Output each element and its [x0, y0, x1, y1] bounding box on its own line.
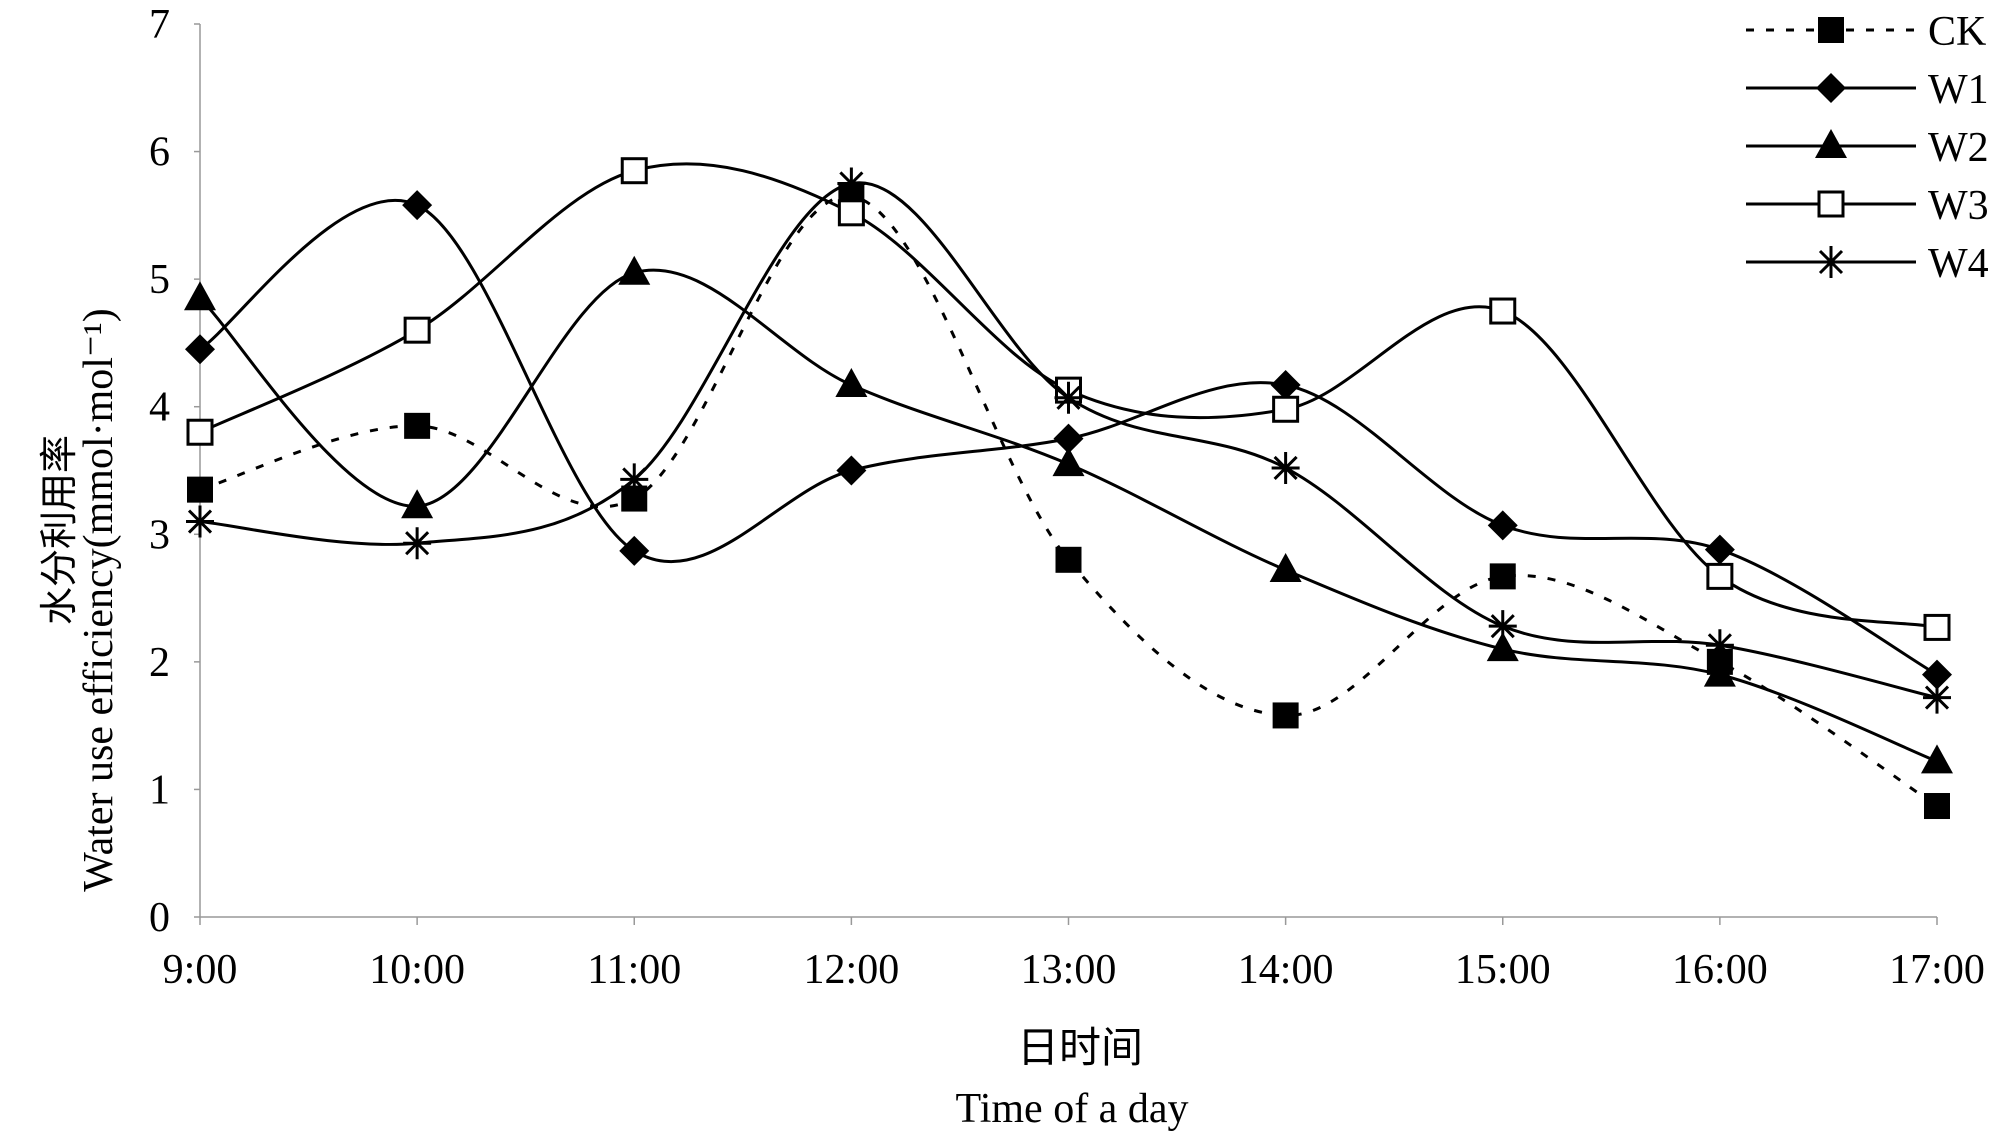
series-ck — [187, 183, 1950, 820]
data-point — [1053, 423, 1084, 454]
data-point — [619, 535, 650, 566]
x-tick-label: 11:00 — [587, 947, 681, 993]
data-point — [1704, 534, 1735, 565]
x-tick-label: 13:00 — [1021, 947, 1117, 993]
legend-item-w4: W4 — [1746, 241, 1989, 287]
y-axis-label: Water use efficiency(mmol·mol⁻¹) — [76, 308, 122, 891]
data-point — [1489, 297, 1517, 325]
x-tick-label: 10:00 — [369, 947, 465, 993]
data-point — [187, 476, 213, 503]
data-point — [1055, 546, 1082, 573]
legend-marker — [1816, 73, 1846, 103]
data-point — [186, 505, 214, 538]
data-point — [835, 368, 868, 398]
legend-label: W3 — [1928, 183, 1989, 229]
data-point — [836, 455, 867, 486]
data-point — [837, 199, 865, 227]
legend-label: W1 — [1928, 67, 1989, 113]
x-tick-label: 15:00 — [1455, 947, 1551, 993]
data-point — [1489, 563, 1516, 590]
x-axis-label: Time of a day — [956, 1086, 1189, 1132]
axes: 0 1 2 3 4 5 6 7 9:00 10:00 11:00 12:00 13:00 14:00 15:… — [149, 2, 1985, 993]
data-point — [1052, 447, 1085, 477]
series-line — [198, 268, 1938, 763]
y-tick-label: 7 — [149, 2, 170, 48]
legend-item-ck: CK — [1746, 9, 1986, 55]
y-tick-label: 3 — [149, 512, 170, 558]
y-tick-label: 2 — [149, 640, 170, 686]
legend-item-w2: W2 — [1746, 125, 1989, 171]
legend-item-w1: W1 — [1746, 67, 1989, 113]
y-tick-label: 0 — [149, 895, 170, 941]
data-point — [1921, 744, 1953, 774]
series-w4 — [186, 167, 1951, 714]
series-line — [199, 181, 1938, 700]
x-tick-label: 17:00 — [1889, 947, 1985, 993]
data-point — [618, 255, 651, 285]
legend-label: W2 — [1928, 125, 1989, 171]
legend-marker — [1817, 190, 1845, 218]
data-point — [1923, 681, 1951, 714]
data-point — [620, 157, 648, 185]
data-point — [1486, 632, 1519, 662]
y-axis-label-cn: 水分利用率 — [39, 435, 81, 625]
data-point — [1488, 610, 1517, 643]
data-point — [1923, 613, 1951, 641]
data-point — [1924, 793, 1950, 820]
x-tick-label: 12:00 — [804, 947, 900, 993]
series-layer — [184, 157, 1953, 820]
data-point — [1703, 657, 1736, 687]
legend-marker — [1815, 129, 1847, 158]
data-point — [1706, 562, 1734, 590]
y-tick-label: 6 — [149, 130, 170, 176]
x-tick-label: 9:00 — [163, 947, 238, 993]
y-tick-label: 5 — [149, 257, 170, 303]
x-tick-label: 14:00 — [1238, 947, 1334, 993]
y-tick-label: 4 — [149, 385, 170, 431]
data-point — [404, 412, 431, 439]
legend-marker — [1817, 246, 1845, 278]
x-axis-label-cn: 日时间 — [1017, 1026, 1143, 1072]
data-point — [185, 334, 215, 365]
data-point — [403, 527, 432, 560]
series-w1 — [185, 190, 1952, 690]
data-point — [837, 167, 866, 200]
data-point — [402, 190, 433, 221]
data-point — [1271, 451, 1300, 484]
data-point — [1269, 553, 1302, 583]
data-point — [1054, 381, 1083, 414]
series-line — [199, 198, 1938, 676]
data-point — [1272, 702, 1299, 729]
data-point — [1270, 370, 1301, 401]
x-tick-label: 16:00 — [1672, 947, 1768, 993]
data-point — [401, 489, 434, 519]
legend-label: W4 — [1928, 241, 1989, 287]
data-point — [186, 418, 214, 446]
y-tick-label: 1 — [149, 767, 170, 813]
data-point — [403, 316, 431, 344]
legend: CK W1 W2 W3 W4 — [1746, 9, 1989, 287]
data-point — [1487, 510, 1518, 541]
series-line — [199, 194, 1938, 808]
data-point — [184, 281, 216, 311]
legend-label: CK — [1928, 9, 1986, 55]
data-point — [620, 463, 649, 496]
legend-marker — [1818, 17, 1844, 43]
data-point — [1272, 395, 1300, 423]
data-point — [1922, 659, 1952, 690]
data-point — [1705, 629, 1734, 662]
legend-item-w3: W3 — [1746, 183, 1989, 229]
series-w2 — [184, 255, 1953, 774]
